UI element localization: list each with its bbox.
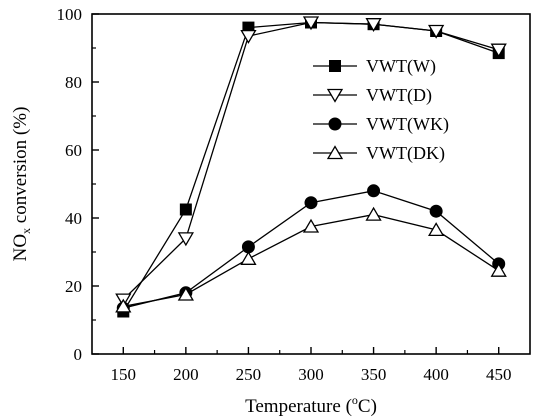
x-tick-label: 350 bbox=[361, 365, 387, 384]
data-point bbox=[490, 43, 507, 58]
data-point bbox=[367, 184, 381, 198]
legend-marker bbox=[326, 88, 344, 103]
y-axis-title-suffix: conversion (%) bbox=[10, 107, 31, 228]
legend-label: VWT(D) bbox=[366, 85, 432, 106]
plot-frame bbox=[91, 13, 531, 355]
data-point bbox=[177, 286, 194, 301]
data-point bbox=[428, 24, 445, 39]
legend-marker bbox=[329, 60, 341, 72]
data-point bbox=[240, 251, 257, 265]
y-axis-title-prefix: NO bbox=[10, 234, 31, 261]
axis-ticks: 150 200 250 300 350 400 450 0 20 40 60 80 100 bbox=[57, 5, 512, 384]
data-point bbox=[240, 29, 257, 44]
x-tick-label: 450 bbox=[486, 365, 512, 384]
x-axis-title: Temperature (oC) bbox=[245, 393, 377, 417]
x-tick-label: 150 bbox=[111, 365, 137, 384]
legend-item: VWT(WK) bbox=[313, 114, 449, 135]
series-line bbox=[122, 21, 499, 312]
series-vwt-w bbox=[117, 16, 505, 318]
data-point bbox=[365, 18, 382, 32]
x-axis-title-prefix: Temperature ( bbox=[245, 396, 352, 417]
x-tick-label: 400 bbox=[423, 365, 449, 384]
x-tick-label: 250 bbox=[236, 365, 262, 384]
data-point bbox=[490, 262, 507, 277]
legend-items: VWT(W) VWT(D) VWT(WK) VWT(DK) bbox=[313, 56, 449, 164]
data-point bbox=[304, 196, 318, 210]
y-tick-label: 0 bbox=[74, 345, 83, 364]
data-point bbox=[365, 206, 382, 221]
series-layer bbox=[115, 16, 507, 318]
legend-label: VWT(DK) bbox=[366, 143, 445, 164]
data-point bbox=[429, 204, 443, 218]
y-axis-title: NOx conversion (%) bbox=[10, 107, 33, 262]
series-vwt-d bbox=[115, 16, 507, 308]
data-point bbox=[428, 222, 445, 237]
x-axis-title-suffix: C) bbox=[358, 396, 377, 417]
series-vwt-dk bbox=[115, 206, 507, 313]
data-point bbox=[177, 232, 194, 247]
y-tick-label: 100 bbox=[57, 5, 83, 24]
data-point bbox=[179, 203, 192, 216]
y-tick-label: 40 bbox=[65, 209, 82, 228]
legend-item: VWT(D) bbox=[313, 85, 432, 106]
legend: VWT(W) VWT(D) VWT(WK) VWT(DK) bbox=[313, 56, 449, 164]
legend-marker bbox=[328, 117, 342, 131]
data-point bbox=[115, 298, 132, 313]
y-tick-label: 20 bbox=[65, 277, 82, 296]
legend-label: VWT(WK) bbox=[366, 114, 449, 135]
y-tick-label: 60 bbox=[65, 141, 82, 160]
x-axis-title-sup: o bbox=[352, 393, 358, 407]
legend-marker bbox=[326, 145, 344, 160]
legend-item: VWT(W) bbox=[313, 56, 436, 77]
legend-label: VWT(W) bbox=[366, 56, 436, 77]
legend-item: VWT(DK) bbox=[313, 143, 445, 164]
data-point bbox=[302, 16, 320, 31]
data-point bbox=[302, 218, 320, 233]
x-tick-label: 300 bbox=[298, 365, 324, 384]
y-axis-title-sub: x bbox=[19, 228, 33, 234]
x-tick-label: 200 bbox=[173, 365, 199, 384]
y-tick-label: 80 bbox=[65, 73, 82, 92]
